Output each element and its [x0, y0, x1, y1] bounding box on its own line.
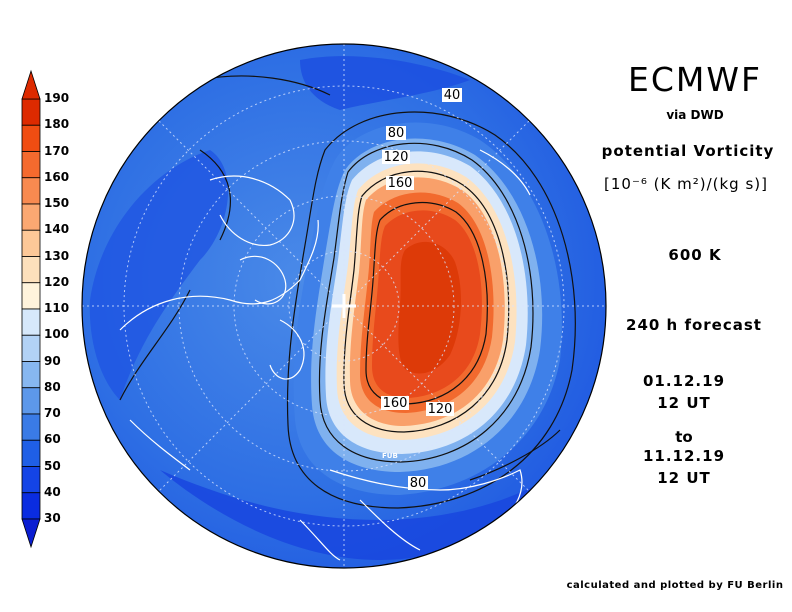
contour-label: 160	[383, 396, 408, 411]
colorbar-tick-label: 100	[44, 327, 70, 342]
colorbar-tick-label: 130	[44, 248, 70, 263]
credit-line: calculated and plotted by FU Berlin	[566, 580, 784, 591]
colorbar-segment	[21, 229, 41, 257]
colorbar-tick-label: 50	[44, 458, 61, 473]
map-border	[81, 43, 607, 569]
contour-label-box	[442, 88, 462, 102]
vortex-peak-190	[398, 241, 462, 374]
colorbar-segment	[21, 466, 41, 494]
low-pv-region-west	[89, 150, 229, 400]
isentropic-level: 600 K	[668, 246, 722, 264]
to-label: to	[675, 428, 693, 446]
contour-label-box	[382, 150, 410, 164]
colorbar-tick-label: 150	[44, 196, 70, 210]
colorbar-segment	[21, 124, 41, 152]
colorbar-top-arrow	[21, 69, 41, 100]
colorbar-segment	[21, 492, 41, 520]
colorbar-bottom-arrow	[21, 518, 41, 549]
colorbar-segment	[21, 98, 41, 126]
low-pv-region-south	[160, 470, 560, 560]
colorbar-tick-label: 80	[44, 379, 61, 394]
forecast-lead-time: 240 h forecast	[626, 316, 762, 334]
colorbar-tick-label: 70	[44, 406, 61, 420]
quantity-units: [10⁻⁶ (K m²)/(kg s)]	[604, 175, 768, 193]
contour-label-box	[381, 396, 409, 410]
colorbar-tick-label: 180	[44, 117, 70, 132]
colorbar-tick-label: 160	[44, 169, 70, 184]
north-pole-marker	[332, 294, 356, 318]
colorbar-tick-label: 30	[44, 511, 61, 525]
colorbar-segment	[21, 177, 41, 205]
contour-label-box	[408, 476, 428, 490]
quantity-name: potential Vorticity	[601, 142, 775, 160]
colorbar-segment	[21, 203, 41, 231]
colorbar-segment	[21, 361, 41, 389]
contour-label: 80	[388, 126, 405, 141]
colorbar-tick-label: 190	[44, 91, 70, 105]
start-time: 12 UT	[657, 394, 711, 412]
model-title: ECMWF	[628, 60, 762, 99]
contour-label-box	[386, 176, 414, 190]
data-source: via DWD	[666, 108, 724, 122]
contour-labels: 40 80 120 160 160 120 80	[381, 88, 462, 491]
contour-label: 80	[410, 476, 427, 491]
contour-label: 40	[444, 88, 461, 103]
colorbar-tick-label: 90	[44, 353, 61, 368]
end-date: 11.12.19	[642, 447, 726, 465]
contour-label: 120	[384, 150, 409, 165]
start-date: 01.12.19	[642, 372, 726, 390]
colorbar-tick-label: 120	[44, 274, 70, 289]
colorbar-segment	[21, 308, 41, 336]
colorbar	[21, 69, 41, 549]
contour-label: 160	[388, 176, 413, 191]
colorbar-tick-label: 110	[44, 301, 70, 315]
colorbar-segment	[21, 334, 41, 362]
colorbar-segment	[21, 387, 41, 415]
station-label: FUB	[382, 452, 398, 460]
colorbar-tick-label: 40	[44, 484, 61, 499]
contour-label-box	[386, 126, 406, 140]
colorbar-tick-label: 140	[44, 222, 70, 237]
colorbar-segment	[21, 413, 41, 441]
contour-label-box	[426, 402, 454, 416]
colorbar-segment	[21, 439, 41, 467]
colorbar-segment	[21, 151, 41, 179]
low-pv-region-north	[300, 56, 470, 110]
colorbar-segment	[21, 282, 41, 310]
colorbar-tick-label: 170	[44, 143, 70, 158]
end-time: 12 UT	[657, 469, 711, 487]
colorbar-tick-label: 60	[44, 432, 61, 447]
contour-label: 120	[428, 402, 453, 417]
colorbar-segment	[21, 256, 41, 284]
